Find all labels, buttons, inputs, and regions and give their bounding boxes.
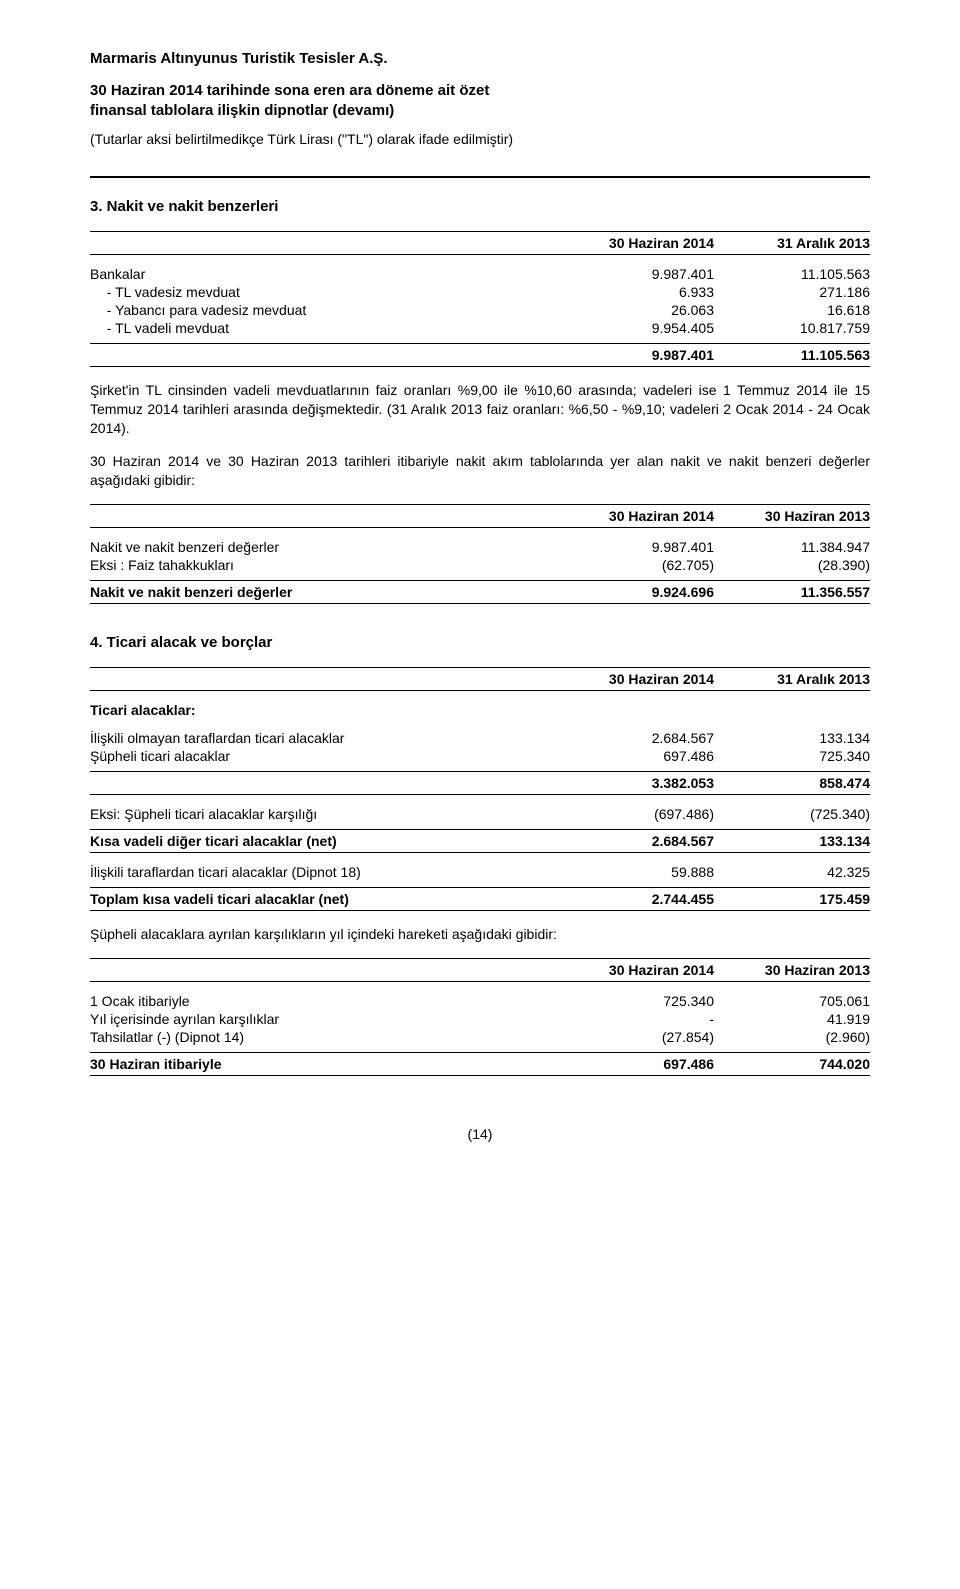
- row-value: (27.854): [558, 1028, 714, 1046]
- row-value: (697.486): [558, 805, 714, 823]
- row-label: - Yabancı para vadesiz mevduat: [90, 302, 306, 318]
- table-row: İlişkili olmayan taraflardan ticari alac…: [90, 729, 870, 747]
- table-row: Şüpheli ticari alacaklar 697.486 725.340: [90, 747, 870, 765]
- row-value: (2.960): [714, 1028, 870, 1046]
- doc-subheader: (Tutarlar aksi belirtilmedikçe Türk Lira…: [90, 130, 870, 149]
- table-row: Tahsilatlar (-) (Dipnot 14) (27.854) (2.…: [90, 1028, 870, 1046]
- section-4-title: 4. Ticari alacak ve borçlar: [90, 634, 870, 651]
- row-value: 6.933: [558, 283, 714, 301]
- table-row: Eksi : Faiz tahakkukları (62.705) (28.39…: [90, 556, 870, 574]
- row-value: 41.919: [714, 1010, 870, 1028]
- row-label: 1 Ocak itibariyle: [90, 992, 558, 1010]
- col-header: 30 Haziran 2014: [558, 232, 714, 255]
- row-value: 11.105.563: [714, 265, 870, 283]
- table-row: İlişkili taraflardan ticari alacaklar (D…: [90, 863, 870, 881]
- row-value: (725.340): [714, 805, 870, 823]
- grand-value: 2.744.455: [558, 887, 714, 910]
- row-label: İlişkili taraflardan ticari alacaklar (D…: [90, 863, 558, 881]
- end-value: 744.020: [714, 1052, 870, 1075]
- end-value: 697.486: [558, 1052, 714, 1075]
- doc-header: 30 Haziran 2014 tarihinde sona eren ara …: [90, 81, 870, 122]
- row-label: Yıl içerisinde ayrılan karşılıklar: [90, 1010, 558, 1028]
- subtotal-value: 858.474: [714, 771, 870, 794]
- section-4-table-1: 30 Haziran 2014 31 Aralık 2013 Ticari al…: [90, 667, 870, 911]
- row-label: - TL vadesiz mevduat: [90, 284, 240, 300]
- row-value: 697.486: [558, 747, 714, 765]
- row-value: 2.684.567: [558, 729, 714, 747]
- row-label: Şüpheli ticari alacaklar: [90, 747, 558, 765]
- table-row: Eksi: Şüpheli ticari alacaklar karşılığı…: [90, 805, 870, 823]
- row-label: Nakit ve nakit benzeri değerler: [90, 538, 558, 556]
- row-label: - TL vadeli mevduat: [90, 320, 229, 336]
- section-3-table-2: 30 Haziran 2014 30 Haziran 2013 Nakit ve…: [90, 504, 870, 604]
- table-row: Yıl içerisinde ayrılan karşılıklar - 41.…: [90, 1010, 870, 1028]
- row-value: 725.340: [714, 747, 870, 765]
- end-label: 30 Haziran itibariyle: [90, 1052, 558, 1075]
- table-row: 1 Ocak itibariyle 725.340 705.061: [90, 992, 870, 1010]
- col-header: 30 Haziran 2013: [714, 958, 870, 981]
- col-header: 31 Aralık 2013: [714, 667, 870, 690]
- total-value: 11.105.563: [714, 344, 870, 367]
- row-label: Eksi: Şüpheli ticari alacaklar karşılığı: [90, 805, 558, 823]
- section-3-para-2: 30 Haziran 2014 ve 30 Haziran 2013 tarih…: [90, 452, 870, 490]
- section-4-para: Şüpheli alacaklara ayrılan karşılıkların…: [90, 925, 870, 944]
- table-row: - TL vadesiz mevduat 6.933 271.186: [90, 283, 870, 301]
- total-value: 9.924.696: [558, 580, 714, 603]
- section-3-para-1: Şirket'in TL cinsinden vadeli mevduatlar…: [90, 381, 870, 438]
- row-label: Tahsilatlar (-) (Dipnot 14): [90, 1028, 558, 1046]
- table-row: Nakit ve nakit benzeri değerler 9.987.40…: [90, 538, 870, 556]
- row-value: 11.384.947: [714, 538, 870, 556]
- sub-title: Ticari alacaklar:: [90, 701, 558, 719]
- total-label: Nakit ve nakit benzeri değerler: [90, 580, 558, 603]
- row-value: 9.987.401: [558, 265, 714, 283]
- row-value: 705.061: [714, 992, 870, 1010]
- row-value: 59.888: [558, 863, 714, 881]
- section-3-table-1: 30 Haziran 2014 31 Aralık 2013 Bankalar …: [90, 231, 870, 367]
- total-value: 11.356.557: [714, 580, 870, 603]
- row-value: 9.954.405: [558, 319, 714, 337]
- row-label: Eksi : Faiz tahakkukları: [90, 556, 558, 574]
- net-label: Kısa vadeli diğer ticari alacaklar (net): [90, 829, 558, 852]
- row-value: 26.063: [558, 301, 714, 319]
- row-value: -: [558, 1010, 714, 1028]
- table-row: - TL vadeli mevduat 9.954.405 10.817.759: [90, 319, 870, 337]
- row-value: 42.325: [714, 863, 870, 881]
- page-number: (14): [90, 1126, 870, 1142]
- section-3-title: 3. Nakit ve nakit benzerleri: [90, 198, 870, 215]
- row-value: 9.987.401: [558, 538, 714, 556]
- table-row: - Yabancı para vadesiz mevduat 26.063 16…: [90, 301, 870, 319]
- col-header: 30 Haziran 2014: [558, 667, 714, 690]
- net-value: 133.134: [714, 829, 870, 852]
- col-header: 31 Aralık 2013: [714, 232, 870, 255]
- grand-label: Toplam kısa vadeli ticari alacaklar (net…: [90, 887, 558, 910]
- grand-value: 175.459: [714, 887, 870, 910]
- col-header: 30 Haziran 2014: [558, 504, 714, 527]
- total-value: 9.987.401: [558, 344, 714, 367]
- row-value: (62.705): [558, 556, 714, 574]
- section-4-table-2: 30 Haziran 2014 30 Haziran 2013 1 Ocak i…: [90, 958, 870, 1076]
- net-value: 2.684.567: [558, 829, 714, 852]
- col-header: 30 Haziran 2014: [558, 958, 714, 981]
- row-label: İlişkili olmayan taraflardan ticari alac…: [90, 729, 558, 747]
- table-row: Bankalar 9.987.401 11.105.563: [90, 265, 870, 283]
- row-value: 133.134: [714, 729, 870, 747]
- table-row: Ticari alacaklar:: [90, 701, 870, 719]
- row-label: Bankalar: [90, 265, 558, 283]
- col-header: 30 Haziran 2013: [714, 504, 870, 527]
- company-title: Marmaris Altınyunus Turistik Tesisler A.…: [90, 50, 870, 67]
- row-value: 725.340: [558, 992, 714, 1010]
- row-value: (28.390): [714, 556, 870, 574]
- row-value: 10.817.759: [714, 319, 870, 337]
- subtotal-value: 3.382.053: [558, 771, 714, 794]
- row-value: 271.186: [714, 283, 870, 301]
- row-value: 16.618: [714, 301, 870, 319]
